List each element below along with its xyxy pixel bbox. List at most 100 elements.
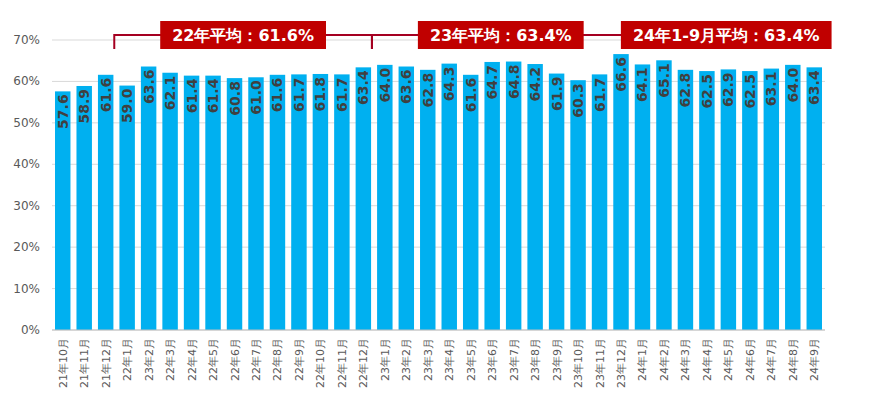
x-tick-label: 23年7月: [508, 338, 521, 381]
x-tick-label: 22年1月: [121, 338, 134, 381]
bar: [356, 67, 371, 330]
data-label: 61.7: [334, 77, 350, 112]
y-tick-label: 70%: [13, 33, 40, 47]
x-tick-label: 23年9月: [551, 338, 564, 381]
x-tick-label: 22年9月: [293, 338, 306, 381]
data-label: 61.0: [248, 80, 264, 115]
bar: [313, 74, 328, 330]
chart: 0%10%20%30%40%50%60%70%57.658.961.659.06…: [0, 0, 886, 405]
annotation: 23年平均：63.4%: [430, 26, 572, 45]
bar: [442, 64, 457, 330]
x-tick-label: 23年10月: [572, 338, 585, 388]
bar: [141, 67, 156, 330]
x-tick-label: 22年11月: [336, 338, 349, 388]
data-label: 62.8: [677, 73, 693, 108]
data-label: 60.8: [227, 81, 243, 116]
x-tick-label: 24年3月: [679, 338, 692, 381]
bar: [98, 75, 113, 330]
data-label: 58.9: [76, 89, 92, 124]
data-label: 63.1: [763, 72, 779, 107]
x-tick-label: 23年2月: [400, 338, 413, 381]
bar: [399, 67, 414, 330]
data-label: 61.7: [291, 77, 307, 112]
x-tick-label: 22年5月: [207, 338, 220, 381]
x-tick-label: 24年5月: [722, 338, 735, 381]
bars: [55, 54, 822, 330]
x-tick-label: 24年7月: [765, 338, 778, 381]
bar: [570, 80, 585, 330]
y-tick-label: 30%: [13, 199, 40, 213]
x-tick-label: 21年10月: [57, 338, 70, 388]
x-tick-label: 22年7月: [250, 338, 263, 381]
data-label: 64.0: [377, 68, 393, 103]
data-label: 61.9: [549, 77, 565, 112]
data-label: 64.1: [634, 67, 650, 102]
x-tick-label: 21年12月: [100, 338, 113, 388]
data-label: 61.8: [312, 77, 328, 112]
bar: [484, 62, 499, 330]
data-label: 61.7: [592, 77, 608, 112]
data-label: 63.4: [806, 70, 822, 105]
x-tick-label: 22年6月: [229, 338, 242, 381]
x-tick-label: 23年5月: [465, 338, 478, 381]
data-label: 61.6: [463, 78, 479, 113]
bar: [613, 54, 628, 330]
x-tick-label: 21年11月: [78, 338, 91, 388]
bar: [678, 70, 693, 330]
x-tick-label: 22年3月: [164, 338, 177, 381]
data-label: 64.0: [785, 68, 801, 103]
grid-line: [52, 330, 825, 331]
y-tick-label: 50%: [13, 116, 40, 130]
bar: [184, 76, 199, 330]
bar: [205, 76, 220, 330]
data-label: 61.4: [205, 78, 221, 113]
y-tick-label: 20%: [13, 240, 40, 254]
bar: [635, 64, 650, 330]
data-label: 65.1: [656, 63, 672, 98]
bar: [742, 71, 757, 330]
x-tick-label: 23年8月: [529, 338, 542, 381]
bar: [162, 73, 177, 330]
x-tick-label: 23年11月: [594, 338, 607, 388]
x-tick-label: 24年1月: [636, 338, 649, 381]
bar: [764, 69, 779, 330]
data-label: 64.3: [441, 67, 457, 102]
bar: [463, 75, 478, 330]
bar: [377, 65, 392, 330]
data-label: 63.4: [355, 70, 371, 105]
bar: [592, 74, 607, 330]
data-label: 64.8: [506, 65, 522, 100]
bar: [721, 69, 736, 330]
data-label: 64.2: [527, 67, 543, 102]
bar: [227, 78, 242, 330]
bar: [807, 67, 822, 330]
bar: [291, 74, 306, 330]
data-label: 63.6: [141, 70, 157, 105]
data-label: 62.5: [742, 74, 758, 109]
data-label: 61.6: [269, 78, 285, 113]
x-tick-label: 23年3月: [422, 338, 435, 381]
data-label: 62.8: [420, 73, 436, 108]
bar: [55, 91, 70, 330]
annotation: 24年1-9月平均：63.4%: [633, 26, 820, 45]
x-tick-label: 24年8月: [787, 338, 800, 381]
bar: [270, 75, 285, 330]
x-tick-label: 22年12月: [357, 338, 370, 388]
x-tick-label: 24年9月: [808, 338, 821, 381]
annotation-box: [621, 21, 832, 49]
annotation-box: [418, 21, 584, 49]
x-tick-label: 24年4月: [701, 338, 714, 381]
x-tick-label: 24年6月: [744, 338, 757, 381]
y-tick-label: 40%: [13, 157, 40, 171]
x-tick-label: 23年12月: [615, 338, 628, 388]
data-label: 60.3: [570, 83, 586, 118]
y-tick-label: 0%: [21, 323, 40, 337]
x-tick-label: 24年2月: [658, 338, 671, 381]
y-tick-label: 10%: [13, 282, 40, 296]
x-tick-label: 23年6月: [486, 338, 499, 381]
bar: [656, 60, 671, 330]
bar: [248, 77, 263, 330]
bar: [334, 74, 349, 330]
data-label: 61.6: [98, 78, 114, 113]
x-tick-label: 23年1月: [379, 338, 392, 381]
